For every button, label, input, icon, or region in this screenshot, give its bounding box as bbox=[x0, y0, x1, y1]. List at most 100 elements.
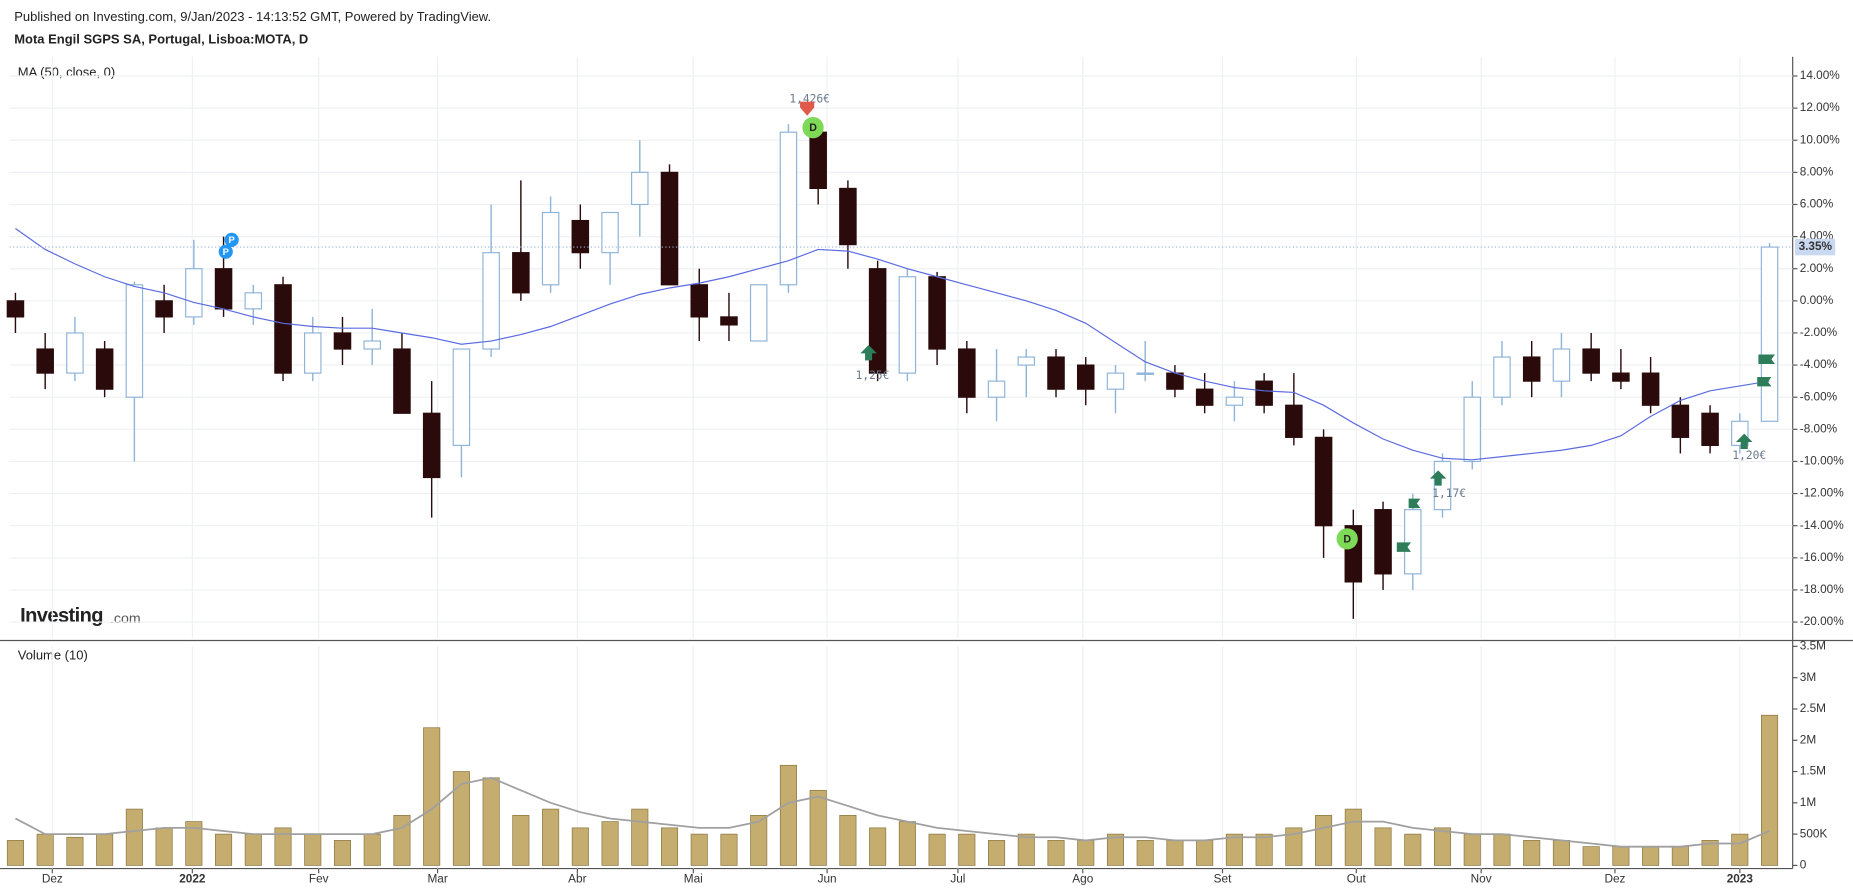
volume-ma-line bbox=[14, 776, 1770, 848]
candle-body bbox=[571, 219, 590, 254]
volume-bar bbox=[839, 815, 857, 866]
volume-bar bbox=[1404, 833, 1422, 866]
price-annotation: 1,25€ bbox=[856, 369, 890, 382]
candle-body bbox=[541, 211, 560, 286]
buy-arrow bbox=[1735, 433, 1753, 450]
volume-bar bbox=[304, 833, 322, 866]
candle-body bbox=[868, 268, 887, 374]
event-label: D bbox=[1343, 533, 1351, 545]
x-tick-label: Ago bbox=[1072, 871, 1093, 885]
candle-body bbox=[720, 316, 738, 326]
volume-bar bbox=[631, 808, 649, 866]
candle-body bbox=[749, 284, 768, 342]
candle-body bbox=[690, 284, 709, 318]
candle-body bbox=[1225, 396, 1244, 406]
volume-bar bbox=[363, 833, 381, 866]
y-tick-label: -12.00% bbox=[1800, 486, 1844, 500]
candle-body bbox=[928, 276, 946, 350]
x-tick-label: Mar bbox=[427, 871, 447, 885]
volume-bar bbox=[720, 833, 738, 866]
candle-body bbox=[1166, 372, 1184, 390]
volume-bar bbox=[96, 833, 114, 866]
volume-bar bbox=[1463, 833, 1481, 866]
y-tick-label: -8.00% bbox=[1800, 421, 1838, 435]
volume-bar bbox=[1196, 840, 1214, 866]
candle-body bbox=[1047, 356, 1065, 390]
event-circle bbox=[218, 244, 233, 259]
candle-body bbox=[1017, 356, 1036, 366]
price-annotation: 1,17€ bbox=[1432, 487, 1466, 500]
logo-brand: Investing bbox=[20, 605, 103, 627]
candle-body bbox=[66, 332, 84, 374]
annotations: 1,426€ 1,25€ 1,17€ 1,20€ P P D D bbox=[218, 92, 1775, 552]
volume-bar bbox=[1612, 846, 1630, 866]
volume-bar bbox=[1166, 840, 1184, 866]
event-circle bbox=[224, 232, 239, 247]
candle-body bbox=[1671, 404, 1690, 438]
candle-body bbox=[898, 276, 917, 374]
y-tick-label: 12.00% bbox=[1800, 100, 1841, 114]
candle-body bbox=[1522, 356, 1541, 382]
volume-bar bbox=[274, 827, 292, 866]
y-tick-label: 8.00% bbox=[1800, 164, 1834, 178]
last-price-box bbox=[1795, 238, 1836, 256]
volume-bar bbox=[1374, 827, 1392, 866]
candle-body bbox=[1106, 372, 1125, 390]
x-tick-label: 2022 bbox=[179, 871, 206, 885]
x-tick-label: Jul bbox=[950, 871, 965, 885]
candle-body bbox=[274, 284, 292, 374]
volume-bar bbox=[1761, 714, 1779, 866]
y-tick-label: 0 bbox=[1800, 858, 1807, 872]
event-label: P bbox=[223, 247, 229, 258]
volume-bar bbox=[1344, 808, 1362, 866]
candle-body bbox=[125, 284, 144, 398]
y-tick-label: -16.00% bbox=[1800, 550, 1844, 564]
volume-bar bbox=[750, 815, 768, 866]
volume-bar bbox=[1642, 846, 1660, 866]
volume-bar bbox=[1552, 840, 1570, 866]
candle-body bbox=[1195, 388, 1214, 406]
volume-bar bbox=[1106, 833, 1125, 866]
y-tick-label: -10.00% bbox=[1800, 454, 1844, 468]
volume-bar bbox=[1701, 840, 1719, 866]
volume-bar bbox=[185, 821, 203, 866]
volume-bar bbox=[1225, 833, 1243, 866]
candle-body bbox=[333, 332, 352, 350]
logo-suffix: .com bbox=[110, 611, 141, 627]
candle-body bbox=[363, 340, 381, 350]
y-tick-label: 1.5M bbox=[1800, 764, 1826, 778]
volume-bar bbox=[125, 808, 143, 866]
candle-body bbox=[1612, 372, 1630, 382]
candle-body bbox=[1760, 246, 1779, 422]
y-tick-label: 0.00% bbox=[1800, 293, 1834, 307]
price-annotation: 1,426€ bbox=[789, 92, 830, 105]
volume-bar bbox=[1136, 840, 1154, 866]
candle-body bbox=[1463, 396, 1482, 463]
x-tick-label: 2023 bbox=[1727, 871, 1754, 885]
candle-body bbox=[958, 348, 976, 398]
volume-bar bbox=[423, 727, 441, 866]
volume-bar bbox=[869, 827, 887, 866]
x-tick-label: Jun bbox=[818, 871, 837, 885]
volume-bar bbox=[393, 815, 411, 866]
volume-bar bbox=[1255, 833, 1273, 866]
candle-body bbox=[1552, 348, 1571, 382]
candle-body bbox=[6, 300, 25, 318]
volume-bar bbox=[1047, 840, 1065, 866]
volume-bar bbox=[1493, 833, 1511, 866]
candle-body bbox=[1255, 380, 1273, 406]
candle-body bbox=[1374, 509, 1392, 575]
volume-bar bbox=[66, 836, 84, 866]
candle-body bbox=[1701, 412, 1719, 446]
candle-body bbox=[809, 131, 827, 190]
volume-bar bbox=[36, 833, 54, 866]
candle-body bbox=[660, 171, 679, 286]
y-tick-label: -20.00% bbox=[1800, 614, 1844, 628]
candle-body bbox=[779, 131, 798, 286]
volume-bar bbox=[898, 821, 916, 866]
volume-bar bbox=[6, 840, 24, 866]
y-tick-label: -14.00% bbox=[1800, 518, 1844, 532]
y-tick-label: 14.00% bbox=[1800, 68, 1841, 82]
volume-bar bbox=[988, 840, 1006, 866]
y-tick-label: -2.00% bbox=[1800, 325, 1838, 339]
